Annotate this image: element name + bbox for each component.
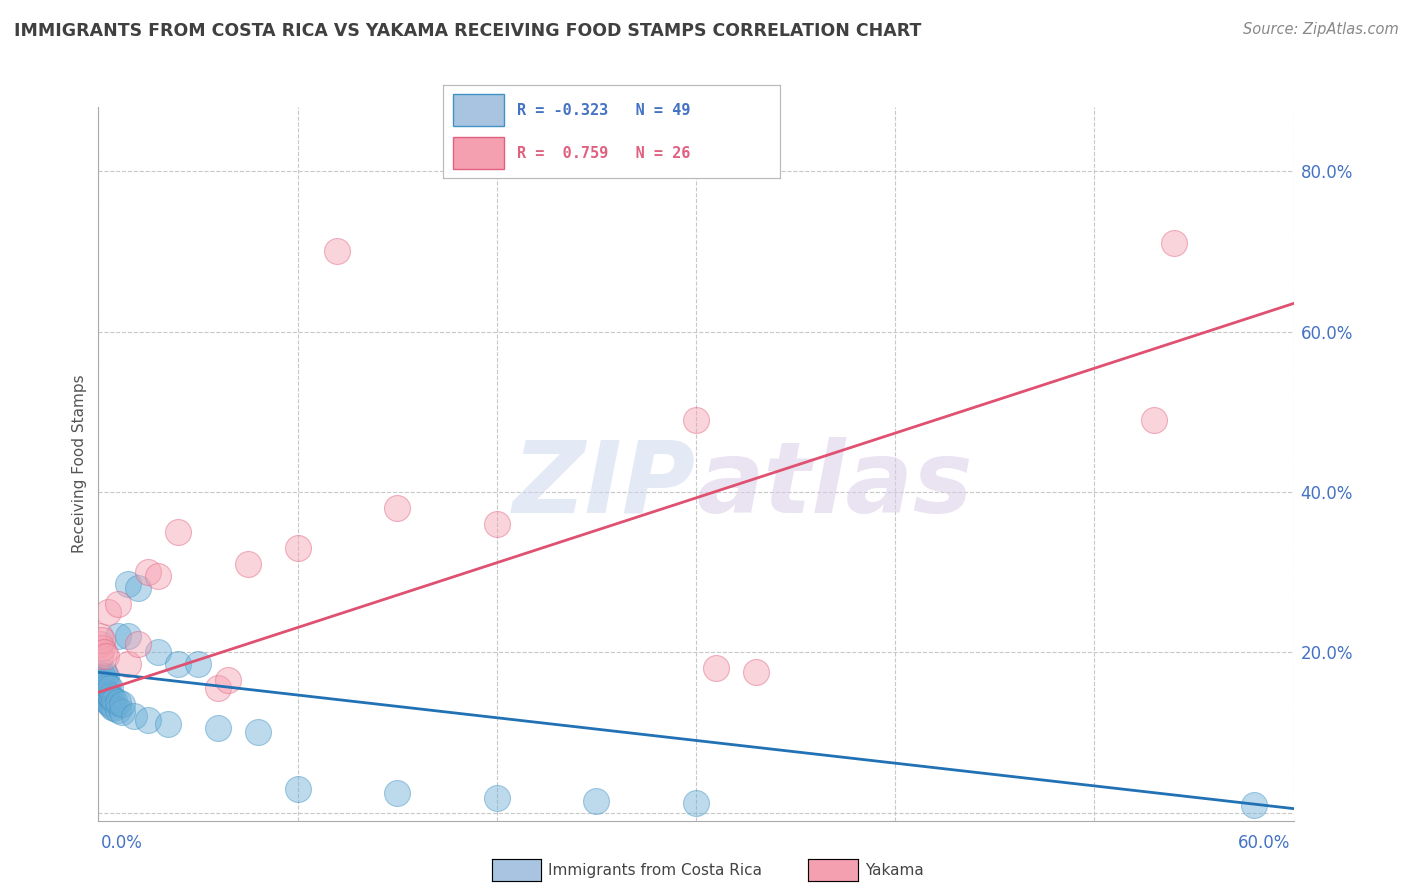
Point — [93, 681, 115, 696]
Point — [385, 500, 409, 515]
Point — [96, 685, 118, 699]
Point — [97, 695, 120, 709]
Point — [91, 633, 114, 648]
Point — [217, 673, 239, 688]
Point — [167, 524, 190, 539]
Point — [89, 629, 111, 643]
Text: R = -0.323   N = 49: R = -0.323 N = 49 — [517, 103, 690, 118]
Point — [91, 667, 114, 681]
Point — [236, 557, 259, 571]
Point — [1143, 413, 1166, 427]
Point — [89, 673, 111, 688]
Point — [287, 781, 309, 796]
Point — [1163, 236, 1185, 251]
Point — [96, 669, 118, 683]
Point — [485, 791, 508, 805]
Point — [107, 597, 129, 611]
Point — [89, 681, 111, 696]
Point — [91, 675, 114, 690]
Text: 0.0%: 0.0% — [101, 834, 143, 852]
Point — [107, 629, 129, 643]
Point — [101, 699, 124, 714]
Point — [124, 709, 146, 723]
Point — [117, 657, 139, 672]
Point — [136, 714, 159, 728]
Bar — [453, 95, 503, 126]
Point — [100, 698, 122, 712]
Text: Immigrants from Costa Rica: Immigrants from Costa Rica — [548, 863, 762, 878]
Point — [117, 577, 139, 591]
Point — [148, 569, 170, 583]
Point — [136, 565, 159, 579]
Text: IMMIGRANTS FROM COSTA RICA VS YAKAMA RECEIVING FOOD STAMPS CORRELATION CHART: IMMIGRANTS FROM COSTA RICA VS YAKAMA REC… — [14, 22, 921, 40]
Point — [111, 698, 134, 712]
Point — [97, 679, 120, 693]
Point — [103, 693, 125, 707]
Point — [93, 671, 115, 685]
Point — [89, 637, 111, 651]
Point — [91, 641, 114, 656]
Point — [385, 786, 409, 800]
Point — [89, 649, 111, 664]
Point — [91, 679, 114, 693]
Y-axis label: Receiving Food Stamps: Receiving Food Stamps — [72, 375, 87, 553]
Text: ZIP: ZIP — [513, 437, 696, 533]
Point — [93, 645, 115, 659]
Point — [485, 516, 508, 531]
Point — [107, 695, 129, 709]
Point — [100, 681, 122, 696]
Point — [326, 244, 349, 259]
Point — [107, 703, 129, 717]
Point — [93, 690, 115, 704]
Point — [167, 657, 190, 672]
Point — [287, 541, 309, 555]
Text: Source: ZipAtlas.com: Source: ZipAtlas.com — [1243, 22, 1399, 37]
Point — [1243, 797, 1265, 812]
Text: 60.0%: 60.0% — [1239, 834, 1291, 852]
Point — [89, 669, 111, 683]
Point — [685, 796, 707, 810]
Point — [127, 581, 149, 595]
Text: atlas: atlas — [696, 437, 973, 533]
Point — [745, 665, 768, 680]
Point — [148, 645, 170, 659]
Point — [111, 706, 134, 720]
Text: R =  0.759   N = 26: R = 0.759 N = 26 — [517, 145, 690, 161]
Point — [187, 657, 209, 672]
Point — [93, 665, 115, 680]
Point — [157, 717, 180, 731]
Text: Yakama: Yakama — [865, 863, 924, 878]
Point — [100, 690, 122, 704]
Point — [685, 413, 707, 427]
Point — [101, 691, 124, 706]
Point — [207, 681, 229, 696]
Point — [97, 605, 120, 619]
Point — [704, 661, 727, 675]
Point — [103, 701, 125, 715]
Point — [89, 677, 111, 691]
Point — [127, 637, 149, 651]
Point — [207, 722, 229, 736]
Point — [96, 649, 118, 664]
Point — [97, 687, 120, 701]
Point — [96, 693, 118, 707]
Bar — [453, 137, 503, 169]
Point — [117, 629, 139, 643]
Point — [91, 685, 114, 699]
Point — [585, 794, 607, 808]
Point — [246, 725, 269, 739]
Point — [96, 677, 118, 691]
